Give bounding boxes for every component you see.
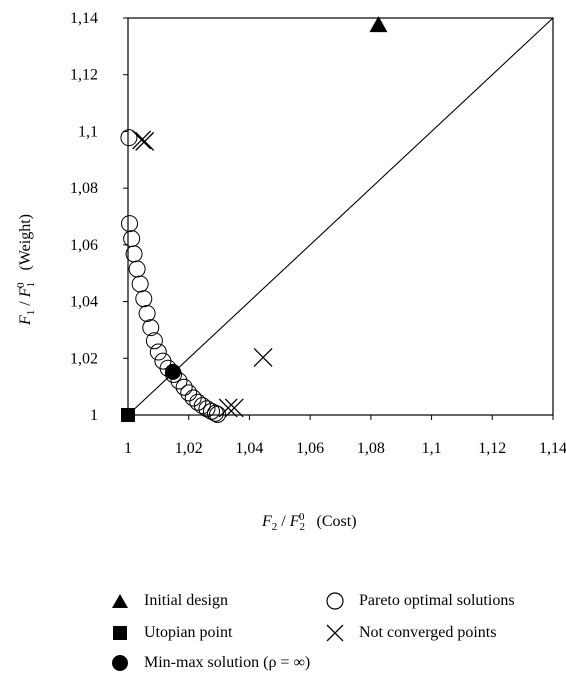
y-tick-label: 1,14 — [70, 10, 98, 27]
y-tick-label: 1,08 — [70, 180, 98, 197]
legend-item-utopian: Utopian point — [110, 624, 232, 642]
open-circle-icon — [326, 592, 344, 610]
legend-label: Utopian point — [144, 624, 233, 641]
y-tick-label: 1,1 — [78, 123, 98, 140]
y-tick-label: 1 — [90, 407, 98, 424]
not-converged-point — [224, 398, 244, 418]
x-tick-label: 1,06 — [296, 440, 324, 457]
x-axis-label: F2 / F20 (Cost) — [261, 511, 357, 533]
pareto-point — [145, 332, 163, 350]
y-tick-label: 1,06 — [70, 237, 98, 254]
diagonal-line — [127, 17, 554, 416]
pareto-point — [175, 378, 193, 396]
data-points — [120, 16, 388, 423]
y-tick-label: 1,12 — [70, 67, 98, 84]
min-max-point — [164, 363, 181, 380]
y-label-den: F — [17, 287, 34, 298]
x-tick-label: 1,04 — [235, 440, 263, 457]
pareto-point — [189, 393, 207, 411]
not-converged-point — [135, 131, 155, 151]
x-label-unit: (Cost) — [317, 513, 357, 530]
diagonal-reference-line — [127, 17, 554, 416]
pareto-point — [121, 215, 139, 233]
legend-label: Not converged points — [359, 624, 497, 641]
y-axis-label: F1 / F10(Weight) — [15, 214, 37, 326]
legend: Initial design Pareto optimal solutions … — [110, 592, 566, 688]
y-tick-label: 1,02 — [70, 350, 98, 367]
x-tick-labels: 1 1,02 1,04 1,06 1,08 1,1 1,12 1,14 — [124, 440, 566, 457]
not-converged-point — [218, 398, 238, 418]
legend-item-initial-design: Initial design — [110, 592, 228, 610]
not-converged-point — [132, 130, 152, 150]
y-label-num: F — [17, 315, 34, 326]
plot-frame — [127, 17, 554, 416]
y-label-den-sub: 1 — [25, 282, 37, 288]
legend-label: Min-max solution (ρ = ∞) — [144, 654, 311, 671]
y-label-num-sub: 1 — [25, 310, 37, 316]
filled-square-icon — [113, 626, 127, 640]
pareto-point — [149, 343, 167, 361]
pareto-point — [123, 230, 141, 248]
not-converged-point — [253, 347, 273, 367]
legend-item-min-max: Min-max solution (ρ = ∞) — [110, 654, 310, 672]
pareto-point — [193, 397, 211, 415]
axes — [123, 17, 554, 420]
x-label-num-sub: 2 — [272, 521, 278, 533]
filled-circle-icon — [112, 655, 128, 671]
pareto-point — [209, 405, 227, 423]
y-tick-label: 1,04 — [70, 294, 98, 311]
legend-label: Pareto optimal solutions — [359, 592, 515, 609]
filled-triangle-icon — [112, 594, 128, 608]
x-tick-label: 1,12 — [478, 440, 506, 457]
pareto-point — [180, 384, 198, 402]
y-label-den-sup: 0 — [15, 282, 27, 288]
x-tick-label: 1,02 — [175, 440, 203, 457]
pareto-point — [138, 304, 156, 322]
utopian-point — [121, 408, 135, 422]
pareto-point — [142, 319, 160, 337]
scatter-chart: 1 1,02 1,04 1,06 1,08 1,1 1,12 1,14 11,021,041,… — [15, 10, 566, 533]
x-tick-label: 1 — [124, 440, 132, 457]
legend-item-pareto: Pareto optimal solutions — [325, 592, 515, 610]
x-label-den-sup: 0 — [299, 511, 305, 523]
x-tick-label: 1,08 — [357, 440, 385, 457]
y-label-unit: (Weight) — [17, 214, 34, 270]
legend-item-not-converged: Not converged points — [325, 624, 496, 642]
cross-icon — [326, 624, 344, 642]
x-tick-label: 1,14 — [539, 440, 566, 457]
pareto-point — [198, 400, 216, 418]
pareto-point — [120, 129, 138, 147]
initial-design-point — [369, 16, 388, 33]
x-label-den-sub: 2 — [300, 521, 306, 533]
x-label-den: F — [289, 513, 300, 530]
x-label-num: F — [261, 513, 272, 530]
pareto-point — [135, 290, 153, 308]
x-tick-label: 1,1 — [422, 440, 442, 457]
y-tick-labels: 1 1,02 1,04 1,06 1,08 1,1 1,12 1,14 — [70, 10, 98, 424]
pareto-point — [128, 260, 146, 278]
pareto-point — [131, 275, 149, 293]
legend-label: Initial design — [144, 592, 228, 609]
